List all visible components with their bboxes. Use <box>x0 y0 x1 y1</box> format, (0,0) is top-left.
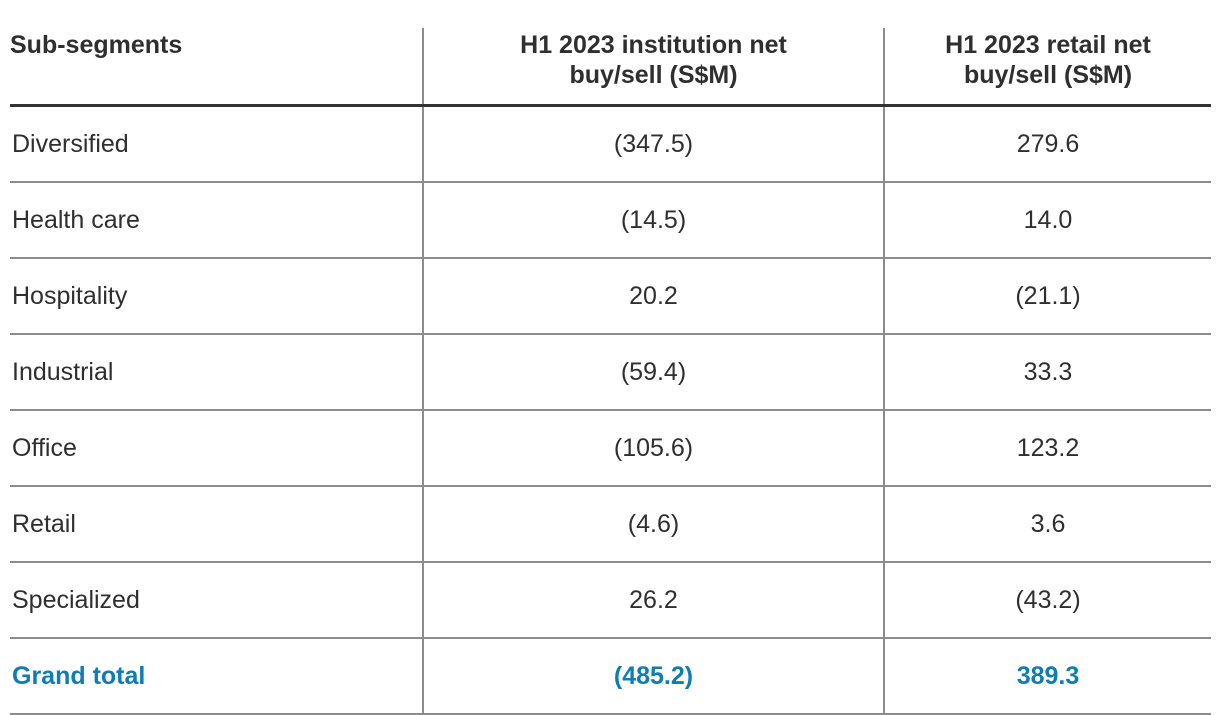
table-row: Diversified (347.5) 279.6 <box>10 105 1211 183</box>
grand-total-row: Grand total (485.2) 389.3 <box>10 638 1211 715</box>
retail-value: (21.1) <box>883 258 1211 335</box>
table-row: Hospitality 20.2 (21.1) <box>10 258 1211 335</box>
table-row: Health care (14.5) 14.0 <box>10 182 1211 259</box>
table-row: Industrial (59.4) 33.3 <box>10 334 1211 411</box>
institution-value: (347.5) <box>422 105 884 183</box>
retail-value: 3.6 <box>883 486 1211 563</box>
row-label: Specialized <box>10 562 423 639</box>
column-header-retail: H1 2023 retail net buy/sell (S$M) <box>883 28 1211 107</box>
row-label: Retail <box>10 486 423 563</box>
grand-total-institution-value: (485.2) <box>422 638 884 715</box>
column-header-label: H1 2023 retail net buy/sell (S$M) <box>945 31 1151 89</box>
row-label: Industrial <box>10 334 423 411</box>
institution-value: (59.4) <box>422 334 884 411</box>
grand-total-label: Grand total <box>10 638 423 715</box>
row-label: Office <box>10 410 423 487</box>
institution-value: 26.2 <box>422 562 884 639</box>
retail-value: 14.0 <box>883 182 1211 259</box>
retail-value: 123.2 <box>883 410 1211 487</box>
column-header-sub-segments: Sub-segments <box>10 28 423 107</box>
institution-value: (105.6) <box>422 410 884 487</box>
retail-value: 279.6 <box>883 105 1211 183</box>
institution-value: (14.5) <box>422 182 884 259</box>
column-header-label: H1 2023 institution net buy/sell (S$M) <box>520 31 787 89</box>
table-body: Diversified (347.5) 279.6 Health care (1… <box>10 105 1211 715</box>
header-row: Sub-segments H1 2023 institution net buy… <box>10 28 1211 107</box>
column-header-institution: H1 2023 institution net buy/sell (S$M) <box>422 28 884 107</box>
table-row: Office (105.6) 123.2 <box>10 410 1211 487</box>
table-row: Retail (4.6) 3.6 <box>10 486 1211 563</box>
institution-value: 20.2 <box>422 258 884 335</box>
institution-value: (4.6) <box>422 486 884 563</box>
row-label: Health care <box>10 182 423 259</box>
table-header: Sub-segments H1 2023 institution net buy… <box>10 28 1211 107</box>
row-label: Hospitality <box>10 258 423 335</box>
retail-value: 33.3 <box>883 334 1211 411</box>
sub-segments-table: Sub-segments H1 2023 institution net buy… <box>10 28 1211 715</box>
table-row: Specialized 26.2 (43.2) <box>10 562 1211 639</box>
grand-total-retail-value: 389.3 <box>883 638 1211 715</box>
retail-value: (43.2) <box>883 562 1211 639</box>
column-header-label: Sub-segments <box>10 31 183 59</box>
row-label: Diversified <box>10 105 423 183</box>
